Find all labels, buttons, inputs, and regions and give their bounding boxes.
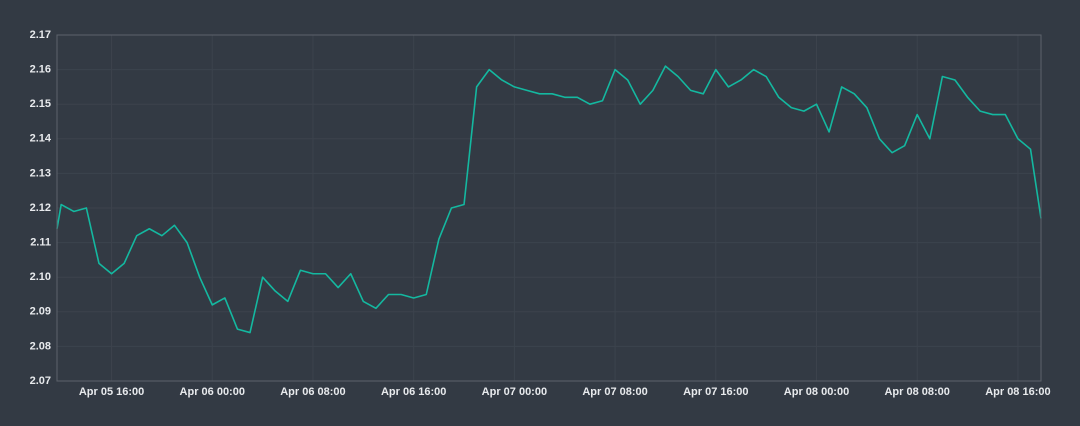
price-line xyxy=(56,65,1042,334)
x-tick-label: Apr 05 16:00 xyxy=(79,386,144,398)
y-tick-label: 2.07 xyxy=(30,375,51,387)
y-tick-label: 2.08 xyxy=(30,340,51,352)
x-tick-label: Apr 06 08:00 xyxy=(280,386,345,398)
x-tick-label: Apr 08 16:00 xyxy=(985,386,1050,398)
grid xyxy=(57,34,1041,382)
tick-labels: 2.07 2.08 2.09 2.10 2.11 2.12 2.13 2.14 2.15 2.16… xyxy=(30,29,1051,398)
y-tick-label: 2.09 xyxy=(30,306,51,318)
x-tick-label: Apr 06 16:00 xyxy=(381,386,446,398)
plot-border xyxy=(56,34,1042,382)
plot xyxy=(56,65,1042,334)
y-tick-label: 2.10 xyxy=(30,271,51,283)
x-tick-label: Apr 08 00:00 xyxy=(784,386,849,398)
y-tick-label: 2.13 xyxy=(30,167,51,179)
x-tick-label: Apr 07 00:00 xyxy=(482,386,547,398)
y-tick-label: 2.12 xyxy=(30,202,51,214)
y-tick-label: 2.17 xyxy=(30,29,51,41)
y-tick-label: 2.15 xyxy=(30,98,51,110)
x-tick-label: Apr 08 08:00 xyxy=(884,386,949,398)
y-tick-label: 2.16 xyxy=(30,64,51,76)
x-tick-label: Apr 07 16:00 xyxy=(683,386,748,398)
x-tick-label: Apr 07 08:00 xyxy=(582,386,647,398)
x-tick-label: Apr 06 00:00 xyxy=(180,386,245,398)
y-tick-label: 2.14 xyxy=(30,133,52,145)
y-tick-label: 2.11 xyxy=(30,237,51,249)
